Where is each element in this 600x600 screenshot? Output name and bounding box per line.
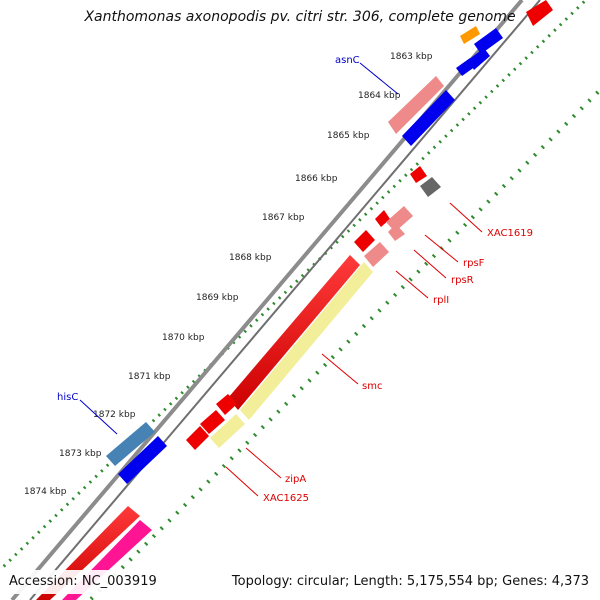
forward-features — [36, 0, 553, 600]
leader-line — [413, 249, 447, 279]
accession-text: Accession: NC_003919 — [9, 574, 157, 589]
map-title: Xanthomonas axonopodis pv. citri str. 30… — [84, 9, 516, 25]
kbp-label: 1872 kbp — [93, 410, 136, 420]
cds-feature[interactable] — [118, 436, 167, 484]
cds-feature[interactable] — [375, 210, 390, 227]
genome-summary-text: Topology: circular; Length: 5,175,554 bp… — [231, 574, 589, 589]
gene-label-xac1625[interactable]: XAC1625 — [263, 493, 309, 504]
cds-feature[interactable] — [186, 426, 209, 450]
kbp-label: 1867 kbp — [262, 213, 305, 223]
gene-label-xac1619[interactable]: XAC1619 — [487, 228, 533, 239]
gene-labels: asnC hisC XAC1619 rpsF rpsR rplI smc zip… — [57, 55, 533, 504]
gene-label-rpsf[interactable]: rpsF — [463, 258, 485, 269]
gene-leaders — [79, 62, 483, 497]
cds-feature[interactable] — [468, 48, 490, 70]
cds-feature-asnc[interactable] — [388, 76, 444, 134]
cds-feature[interactable] — [410, 166, 427, 183]
leader-line — [225, 466, 259, 497]
leader-line — [245, 447, 282, 479]
gene-label-rpsr[interactable]: rpsR — [451, 275, 474, 286]
cds-feature[interactable] — [420, 177, 441, 197]
kbp-label: 1871 kbp — [128, 372, 171, 382]
cds-feature[interactable] — [460, 26, 480, 44]
leader-line — [79, 399, 118, 435]
cds-feature-hisc[interactable] — [106, 422, 155, 466]
kbp-label: 1869 kbp — [196, 293, 239, 303]
kbp-label: 1874 kbp — [24, 487, 67, 497]
footer-bar — [0, 570, 600, 594]
cds-feature[interactable] — [354, 230, 375, 252]
kbp-label: 1870 kbp — [162, 333, 205, 343]
leader-line — [395, 270, 429, 299]
kbp-label: 1868 kbp — [229, 253, 272, 263]
gene-label-rpli[interactable]: rplI — [433, 295, 449, 306]
leader-line — [321, 353, 359, 385]
cds-feature[interactable] — [216, 394, 237, 415]
cds-feature-smc[interactable] — [240, 262, 373, 420]
cds-feature[interactable] — [526, 0, 553, 26]
leader-line — [449, 202, 483, 233]
cds-feature[interactable] — [402, 90, 455, 146]
cds-feature-zipa[interactable] — [210, 414, 245, 448]
kbp-label: 1866 kbp — [295, 174, 338, 184]
inner-tick-track — [88, 90, 600, 600]
gene-label-hisc[interactable]: hisC — [57, 392, 78, 403]
kbp-label: 1864 kbp — [358, 91, 401, 101]
gene-label-smc[interactable]: smc — [362, 381, 382, 392]
kbp-label: 1865 kbp — [327, 131, 370, 141]
cds-feature[interactable] — [200, 410, 225, 434]
leader-line — [424, 234, 459, 263]
outer-tick-track — [0, 0, 589, 570]
leader-line — [359, 62, 399, 95]
cds-feature[interactable] — [386, 206, 413, 232]
cds-feature[interactable] — [228, 255, 360, 410]
cds-feature[interactable] — [474, 28, 503, 54]
kbp-label: 1873 kbp — [59, 449, 102, 459]
backbone-inner — [29, 0, 541, 600]
cds-feature[interactable] — [364, 242, 389, 267]
gene-label-zipa[interactable]: zipA — [285, 474, 306, 485]
gene-label-asnc[interactable]: asnC — [335, 55, 360, 66]
kbp-scale: 1863 kbp 1864 kbp 1865 kbp 1866 kbp 1867… — [24, 52, 433, 497]
cds-feature[interactable] — [388, 224, 405, 241]
kbp-label: 1863 kbp — [390, 52, 433, 62]
